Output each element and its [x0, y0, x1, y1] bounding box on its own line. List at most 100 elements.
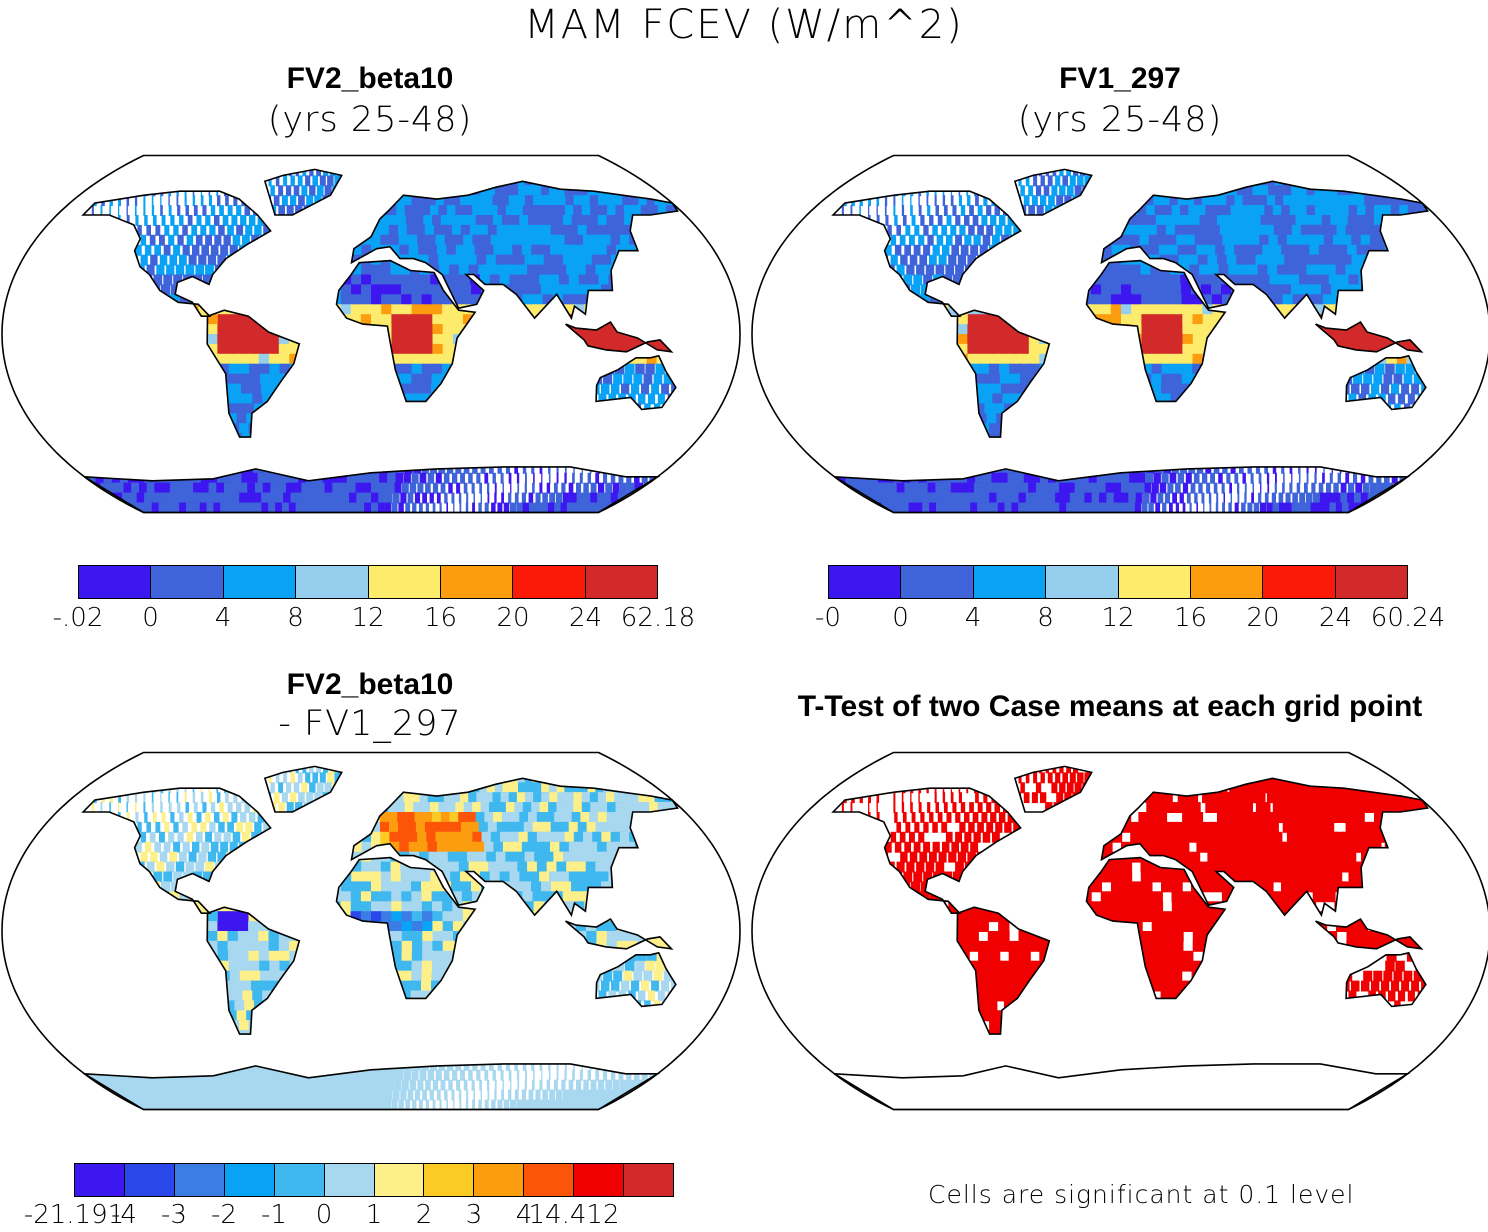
grid-cell — [1330, 453, 1333, 464]
grid-cell — [606, 244, 622, 256]
grid-cell — [332, 264, 343, 276]
grid-cell — [1049, 363, 1062, 375]
grid-cell — [1272, 205, 1288, 216]
grid-cell — [88, 244, 94, 256]
grid-cell — [407, 175, 419, 187]
grid-cell — [554, 175, 574, 187]
grid-cell — [1128, 492, 1136, 504]
grid-cell — [305, 244, 315, 256]
grid-cell — [1438, 344, 1449, 355]
grid-cell — [1436, 225, 1455, 236]
grid-cell — [638, 393, 646, 405]
grid-cell — [1045, 462, 1058, 474]
grid-cell — [1413, 423, 1418, 435]
grid-cell — [1283, 472, 1285, 484]
grid-cell — [320, 462, 332, 474]
grid-cell — [1388, 393, 1396, 405]
grid-cell — [236, 224, 244, 236]
grid-cell — [252, 393, 265, 405]
grid-cell — [180, 169, 188, 177]
grid-cell — [25, 394, 41, 405]
grid-cell — [461, 284, 474, 296]
grid-cell — [1002, 274, 1013, 286]
grid-cell — [1403, 423, 1408, 435]
grid-cell — [363, 492, 373, 504]
grid-cell — [847, 403, 863, 415]
grid-cell — [1105, 482, 1115, 494]
grid-cell — [1121, 393, 1132, 405]
grid-cell — [90, 284, 100, 296]
grid-cell — [579, 472, 583, 484]
grid-cell — [463, 234, 476, 246]
grid-cell — [786, 304, 796, 315]
grid-cell — [400, 264, 412, 276]
grid-cell — [587, 244, 603, 256]
grid-cell — [1104, 205, 1114, 216]
grid-cell — [693, 403, 699, 414]
grid-cell — [575, 324, 588, 335]
grid-cell — [907, 363, 921, 375]
grid-cell — [451, 492, 455, 504]
grid-cell — [482, 294, 495, 306]
grid-cell — [1229, 393, 1240, 405]
grid-cell — [668, 254, 678, 266]
grid-cell — [911, 453, 929, 464]
grid-cell — [514, 462, 518, 474]
grid-cell — [117, 403, 133, 415]
grid-cell — [141, 383, 155, 395]
grid-cell — [468, 472, 473, 484]
grid-cell — [371, 343, 383, 355]
grid-cell — [960, 205, 966, 216]
grid-cell — [630, 254, 646, 266]
grid-cell — [1145, 472, 1154, 484]
grid-cell — [1182, 353, 1194, 365]
grid-cell — [324, 234, 335, 246]
grid-cell — [371, 383, 383, 395]
grid-cell — [536, 403, 546, 415]
grid-cell — [1058, 224, 1067, 236]
grid-cell — [661, 383, 669, 395]
grid-cell — [100, 215, 103, 226]
grid-cell — [191, 383, 205, 395]
grid-cell — [86, 363, 100, 375]
grid-cell — [469, 443, 477, 454]
grid-cell — [258, 314, 270, 326]
grid-cell — [493, 314, 506, 326]
grid-cell — [1151, 363, 1163, 375]
grid-cell — [1100, 314, 1112, 326]
grid-cell — [427, 423, 437, 435]
grid-cell — [1309, 244, 1324, 256]
grid-cell — [251, 433, 265, 445]
grid-cell — [1192, 224, 1206, 236]
grid-cell — [644, 244, 661, 256]
grid-cell — [949, 294, 960, 306]
grid-cell — [564, 433, 570, 445]
grid-cell — [1358, 274, 1373, 286]
grid-cell — [260, 294, 271, 306]
grid-cell — [780, 403, 796, 414]
grid-cell — [345, 205, 355, 216]
grid-cell — [1272, 462, 1277, 474]
grid-cell — [603, 294, 617, 306]
grid-cell — [427, 195, 440, 207]
grid-cell — [894, 215, 898, 226]
grid-cell — [699, 344, 710, 355]
grid-cell — [859, 462, 880, 474]
grid-cell — [1213, 433, 1222, 445]
grid-cell — [1131, 284, 1143, 296]
grid-cell — [808, 433, 826, 444]
grid-cell — [249, 304, 260, 316]
grid-cell — [1306, 492, 1313, 504]
grid-cell — [1173, 453, 1182, 464]
grid-cell — [1231, 234, 1245, 246]
grid-cell — [1205, 244, 1219, 256]
grid-cell — [207, 314, 219, 326]
grid-cell — [229, 244, 238, 256]
grid-cell — [170, 453, 187, 464]
grid-cell — [121, 254, 129, 266]
grid-cell — [937, 453, 954, 464]
grid-cell — [536, 433, 543, 445]
grid-cell — [237, 324, 250, 335]
grid-cell — [1328, 393, 1337, 405]
grid-cell — [981, 383, 994, 395]
